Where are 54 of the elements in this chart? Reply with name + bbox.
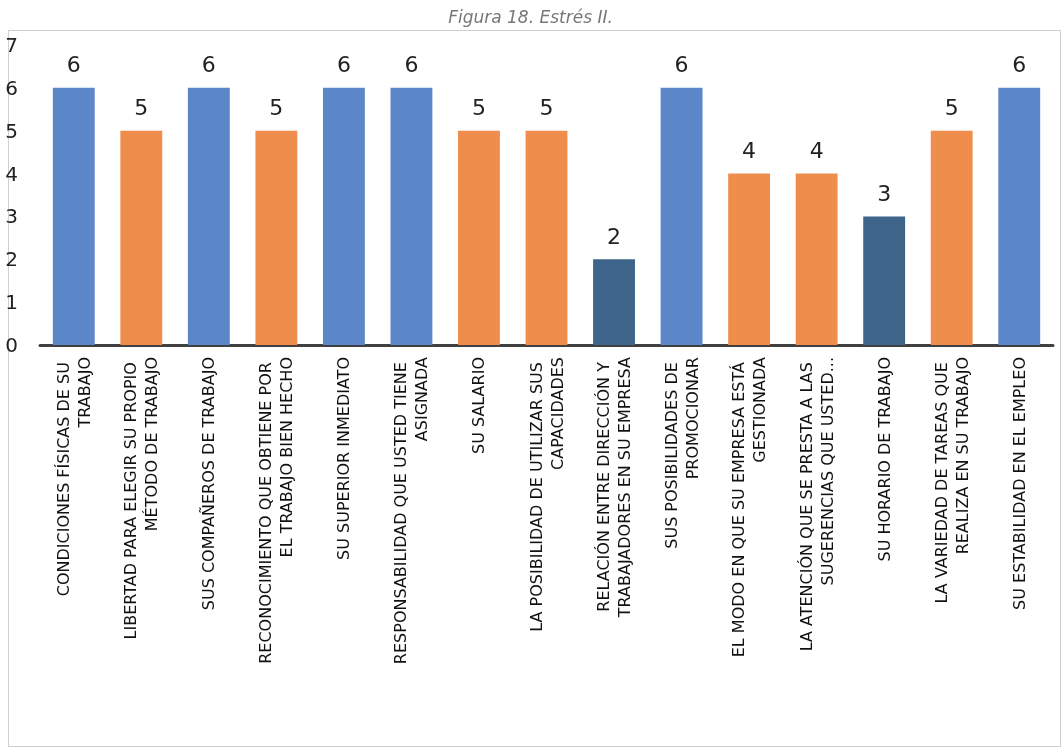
- data-label: 2: [607, 223, 622, 249]
- data-label: 6: [336, 52, 351, 78]
- x-tick-label: CONDICIONES FÍSICAS DE SU TRABAJO: [53, 357, 94, 597]
- y-tick-label: 3: [5, 204, 18, 229]
- x-tick-label: LIBERTAD PARA ELEGIR SU PROPIO MÉTODO DE TRABAJO: [121, 357, 162, 640]
- bar: [458, 130, 500, 345]
- bar: [120, 130, 163, 345]
- bar: [593, 259, 635, 345]
- data-label: 6: [674, 52, 689, 78]
- y-tick-label: 6: [5, 75, 18, 100]
- bar: [525, 130, 568, 345]
- x-tick-label: RELACIÓN ENTRE DIRECCIÓN Y TRABAJADORES EN SU EMPRESA: [594, 356, 635, 619]
- data-label: 5: [134, 95, 149, 121]
- data-label: 5: [471, 95, 486, 121]
- data-label: 5: [944, 95, 959, 121]
- y-tick-label: 1: [5, 290, 18, 315]
- x-tick-label: SUS POSIBILIDADES DE PROMOCIONAR: [661, 357, 702, 549]
- y-tick-label: 0: [5, 333, 18, 357]
- x-tick-label: LA ATENCIÓN QUE SE PRESTA A LAS SUGERENCIAS QUE USTED...: [796, 357, 837, 652]
- bar: [660, 87, 703, 345]
- y-tick-label: 5: [5, 118, 18, 143]
- x-tick-label: RESPONSABILIDAD QUE USTED TIENE ASIGNADA: [391, 356, 432, 665]
- bar: [390, 87, 433, 345]
- chart-title: Figura 18. Estrés II.: [448, 6, 613, 27]
- y-tick-label: 2: [5, 247, 18, 272]
- bar: [728, 173, 771, 345]
- bar: [322, 87, 365, 345]
- y-tick-label: 4: [5, 161, 18, 186]
- x-tick-label: LA VARIEDAD DE TAREAS QUE REALIZA EN SU TRABAJO: [931, 357, 972, 604]
- x-tick-label: SU SALARIO: [469, 357, 489, 455]
- x-tick-label: EL MODO EN QUE SU EMPRESA ESTÁ GESTIONADA: [729, 356, 770, 658]
- bar: [863, 216, 906, 345]
- data-label: 5: [269, 95, 284, 121]
- x-tick-label: SUS COMPAÑEROS DE TRABAJO: [199, 357, 219, 611]
- x-tick-label: SU SUPERIOR INMEDIATO: [334, 357, 354, 560]
- data-label: 5: [539, 95, 554, 121]
- data-label: 4: [809, 138, 824, 164]
- x-tick-label: RECONOCIMIENTO QUE OBTIENE POR EL TRABAJO BIEN HECHO: [256, 357, 297, 664]
- data-label: 3: [877, 180, 892, 206]
- bar: [187, 87, 230, 345]
- y-tick-label: 7: [5, 33, 18, 57]
- data-label: 6: [1012, 52, 1027, 78]
- bar: [795, 173, 838, 345]
- data-label: 6: [201, 52, 216, 78]
- bar: [52, 87, 95, 345]
- data-label: 4: [742, 138, 757, 164]
- bar: [930, 130, 973, 345]
- x-tick-label: SU HORARIO DE TRABAJO: [874, 357, 894, 562]
- bar: [255, 130, 298, 345]
- data-label: 6: [66, 52, 81, 78]
- x-tick-label: SU ESTABILIDAD EN EL EMPLEO: [1009, 357, 1029, 610]
- bar: [998, 87, 1041, 345]
- x-tick-label: LA POSIBILIDAD DE UTILIZAR SUS CAPACIDADES: [526, 357, 567, 632]
- data-label: 6: [404, 52, 419, 78]
